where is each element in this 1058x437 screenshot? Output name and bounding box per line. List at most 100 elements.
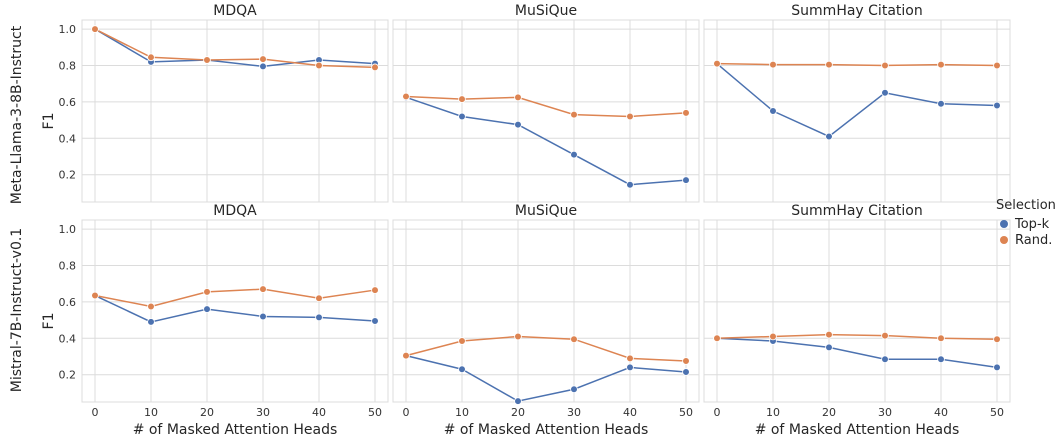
panel-1-2: 0 10 20 30 40 50 # of Masked Attention Heads Su… (703, 203, 1011, 437)
x-tick-label: 50 (990, 406, 1004, 419)
data-point-rand (993, 61, 1001, 70)
data-point-rand (713, 59, 721, 68)
y-tick-label: 0.4 (59, 132, 77, 145)
series-line-rand (716, 62, 998, 67)
panel-0-0: 0.2 0.4 0.6 0.8 1.0 F1 MDQA (41, 3, 389, 203)
data-point-rand (825, 330, 833, 339)
legend-marker-rand (1000, 236, 1008, 244)
data-point-top-k (458, 112, 466, 121)
y-tick-label: 1.0 (59, 23, 77, 36)
y-tick-label: 0.2 (59, 369, 77, 382)
panel-1-0: 0.2 0.4 0.6 0.8 1.0 F1 0 10 20 30 40 50 # of Masked … (41, 203, 389, 437)
chart-panels: 0.2 0.4 0.6 0.8 1.0 F1 MDQA MuSiQue SummHay Cita… (41, 3, 1011, 437)
data-point-top-k (315, 313, 323, 322)
data-point-top-k (626, 363, 634, 372)
data-point-rand (371, 286, 379, 294)
data-point-top-k (993, 363, 1001, 372)
data-point-top-k (937, 99, 945, 108)
data-point-rand (993, 335, 1001, 344)
panel-title: MDQA (213, 3, 257, 19)
data-point-top-k (682, 368, 690, 376)
x-tick-label: 50 (679, 406, 693, 419)
row-label-0: Meta-Llama-3-8B-Instruct (9, 25, 25, 204)
data-point-top-k (259, 62, 267, 71)
legend-label-rand: Rand. (1015, 233, 1052, 248)
legend-marker-top-k (1000, 220, 1008, 228)
panel-title: MuSiQue (515, 3, 577, 19)
data-point-rand (203, 288, 211, 296)
x-tick-label: 10 (455, 406, 469, 419)
data-point-top-k (570, 385, 578, 394)
panel-1-1: 0 10 20 30 40 50 # of Masked Attention Heads Mu… (392, 203, 700, 437)
y-tick-label: 0.6 (59, 96, 77, 109)
y-tick-label: 1.0 (59, 223, 77, 236)
panel-frame (81, 19, 389, 203)
legend-label-top-k: Top-k (1014, 217, 1050, 232)
x-tick-label: 20 (200, 406, 214, 419)
panel-title: MuSiQue (515, 203, 577, 219)
data-point-rand (91, 291, 99, 300)
panel-frame (392, 19, 700, 203)
data-point-top-k (458, 365, 466, 374)
series-line-rand (94, 288, 376, 308)
x-axis-label: # of Masked Attention Heads (133, 422, 338, 437)
data-point-rand (371, 63, 379, 72)
x-tick-label: 30 (878, 406, 892, 419)
data-point-rand (626, 112, 634, 121)
data-point-rand (682, 357, 690, 365)
y-tick-label: 0.8 (59, 260, 77, 273)
data-point-top-k (682, 176, 690, 184)
data-point-rand (825, 60, 833, 69)
x-tick-label: 50 (368, 406, 382, 419)
panel-0-2: SummHay Citation (703, 3, 1011, 203)
data-point-rand (769, 60, 777, 69)
panel-frame (703, 19, 1011, 203)
data-point-top-k (203, 305, 211, 313)
panel-frame (703, 219, 1011, 403)
data-point-rand (402, 92, 410, 101)
data-point-rand (570, 110, 578, 119)
x-axis-label: # of Masked Attention Heads (755, 422, 960, 437)
series-line-top-k (716, 337, 998, 369)
data-point-rand (881, 61, 889, 70)
data-point-rand (514, 93, 522, 102)
data-point-rand (570, 335, 578, 344)
x-tick-label: 20 (511, 406, 525, 419)
data-point-top-k (825, 132, 833, 141)
series-line-top-k (405, 354, 687, 402)
panel-title: MDQA (213, 203, 257, 219)
data-point-rand (682, 109, 690, 117)
x-tick-label: 0 (403, 406, 410, 419)
series-line-rand (716, 333, 998, 340)
data-point-rand (147, 53, 155, 62)
data-point-top-k (825, 343, 833, 352)
row-label-1: Mistral-7B-Instruct-v0.1 (9, 228, 25, 392)
data-point-top-k (881, 355, 889, 364)
series-line-top-k (94, 294, 376, 323)
data-point-rand (769, 332, 777, 341)
y-tick-label: 0.4 (59, 332, 77, 345)
data-point-top-k (147, 318, 155, 326)
panel-frame (392, 219, 700, 403)
data-point-rand (937, 334, 945, 343)
data-point-top-k (371, 317, 379, 325)
data-point-top-k (993, 101, 1001, 110)
data-point-rand (315, 294, 323, 303)
x-tick-label: 30 (567, 406, 581, 419)
data-point-rand (315, 61, 323, 70)
y-axis-label: F1 (41, 313, 57, 330)
data-point-rand (713, 334, 721, 343)
x-tick-label: 0 (92, 406, 99, 419)
data-point-rand (458, 95, 466, 103)
x-tick-label: 40 (623, 406, 637, 419)
data-point-top-k (259, 312, 267, 321)
data-point-rand (402, 351, 410, 360)
data-point-rand (91, 25, 99, 33)
series-line-rand (94, 28, 376, 69)
data-point-top-k (570, 150, 578, 159)
data-point-top-k (937, 355, 945, 364)
data-point-top-k (514, 397, 522, 405)
panel-title: SummHay Citation (791, 203, 922, 219)
panel-frame (81, 219, 389, 403)
